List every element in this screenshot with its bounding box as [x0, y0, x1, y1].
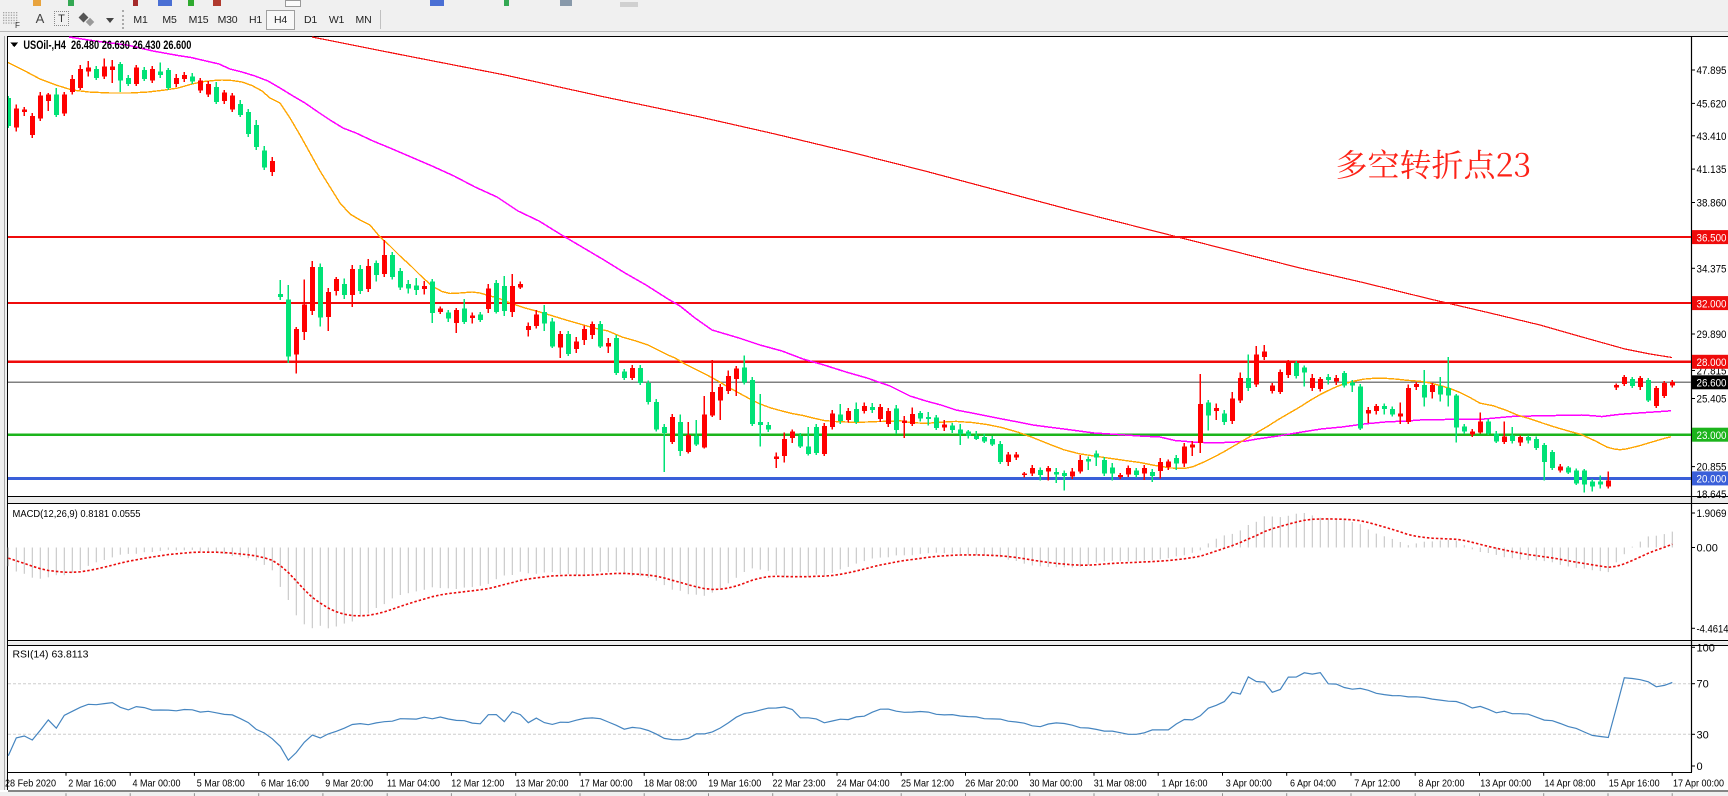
svg-text:15 Apr 16:00: 15 Apr 16:00	[1609, 778, 1660, 790]
svg-text:30: 30	[1697, 729, 1709, 741]
svg-text:17 Apr 00:00: 17 Apr 00:00	[1673, 778, 1724, 790]
svg-text:USOil-,H4 26.480 26.630 26.43: USOil-,H4 26.480 26.630 26.430 26.600	[23, 38, 191, 52]
svg-text:-4.4614: -4.4614	[1697, 623, 1728, 635]
svg-text:28 Feb 2020: 28 Feb 2020	[5, 778, 56, 790]
svg-text:13 Mar 20:00: 13 Mar 20:00	[516, 778, 569, 790]
svg-text:26.600: 26.600	[1697, 378, 1727, 390]
svg-text:1 Apr 16:00: 1 Apr 16:00	[1162, 778, 1208, 790]
svg-text:19 Mar 16:00: 19 Mar 16:00	[708, 778, 761, 790]
svg-text:4 Mar 00:00: 4 Mar 00:00	[133, 778, 181, 790]
svg-text:41.135: 41.135	[1697, 164, 1727, 176]
svg-text:1.9069: 1.9069	[1697, 508, 1727, 520]
svg-text:6 Apr 04:00: 6 Apr 04:00	[1290, 778, 1336, 790]
svg-text:34.375: 34.375	[1697, 263, 1727, 275]
svg-text:F: F	[15, 21, 20, 29]
svg-text:RSI(14) 63.8113: RSI(14) 63.8113	[13, 649, 89, 661]
svg-text:7 Apr 12:00: 7 Apr 12:00	[1354, 778, 1400, 790]
svg-text:12 Mar 12:00: 12 Mar 12:00	[451, 778, 504, 790]
svg-text:100: 100	[1697, 642, 1715, 654]
svg-text:20.855: 20.855	[1697, 462, 1727, 474]
svg-text:18.645: 18.645	[1697, 489, 1727, 501]
svg-text:11 Mar 04:00: 11 Mar 04:00	[387, 778, 440, 790]
svg-text:29.890: 29.890	[1697, 329, 1727, 341]
svg-text:18 Mar 08:00: 18 Mar 08:00	[644, 778, 697, 790]
svg-text:5 Mar 08:00: 5 Mar 08:00	[197, 778, 245, 790]
svg-text:9 Mar 20:00: 9 Mar 20:00	[325, 778, 373, 790]
svg-text:0: 0	[1697, 761, 1703, 773]
svg-text:0.00: 0.00	[1697, 543, 1718, 555]
svg-text:45.620: 45.620	[1697, 98, 1727, 110]
svg-text:3 Apr 00:00: 3 Apr 00:00	[1226, 778, 1272, 790]
svg-text:8 Apr 20:00: 8 Apr 20:00	[1419, 778, 1465, 790]
svg-text:36.500: 36.500	[1697, 232, 1727, 244]
svg-text:28.000: 28.000	[1697, 357, 1727, 369]
svg-text:25.405: 25.405	[1697, 394, 1727, 406]
svg-text:47.895: 47.895	[1697, 65, 1727, 77]
svg-text:6 Mar 16:00: 6 Mar 16:00	[261, 778, 309, 790]
svg-text:24 Mar 04:00: 24 Mar 04:00	[837, 778, 890, 790]
svg-text:20.000: 20.000	[1697, 474, 1727, 486]
svg-text:2 Mar 16:00: 2 Mar 16:00	[68, 778, 116, 790]
svg-text:MACD(12,26,9) 0.8181 0.0555: MACD(12,26,9) 0.8181 0.0555	[13, 508, 141, 520]
svg-text:23.000: 23.000	[1697, 430, 1727, 442]
svg-text:38.860: 38.860	[1697, 198, 1727, 210]
svg-text:26 Mar 20:00: 26 Mar 20:00	[965, 778, 1018, 790]
svg-text:30 Mar 00:00: 30 Mar 00:00	[1030, 778, 1083, 790]
svg-text:13 Apr 00:00: 13 Apr 00:00	[1480, 778, 1531, 790]
svg-text:31 Mar 08:00: 31 Mar 08:00	[1094, 778, 1147, 790]
svg-text:17 Mar 00:00: 17 Mar 00:00	[580, 778, 633, 790]
svg-text:70: 70	[1697, 679, 1709, 691]
svg-text:32.000: 32.000	[1697, 298, 1727, 310]
svg-text:25 Mar 12:00: 25 Mar 12:00	[901, 778, 954, 790]
svg-text:22 Mar 23:00: 22 Mar 23:00	[773, 778, 826, 790]
svg-text:43.410: 43.410	[1697, 131, 1727, 143]
svg-text:14 Apr 08:00: 14 Apr 08:00	[1545, 778, 1596, 790]
